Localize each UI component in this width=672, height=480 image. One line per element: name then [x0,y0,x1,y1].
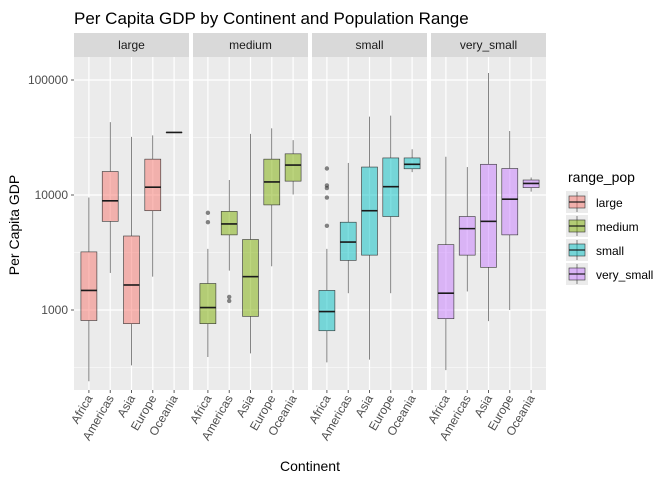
facet-very_small: very_smallAfricaAmericasAsiaEuropeOceani… [425,33,546,443]
box-body [123,235,140,325]
box-small-americas [339,162,357,294]
box-body [458,216,476,256]
chart-title: Per Capita GDP by Continent and Populati… [74,9,469,28]
facet-strip-label: small [355,38,383,52]
box-body [199,283,217,325]
y-tick-label: 1000 [41,303,68,317]
box-small-europe [382,115,400,294]
legend: range_pop large medium small very_small [566,169,653,285]
outlier-point [227,298,232,304]
legend-label: small [596,244,624,258]
y-axis-title: Per Capita GDP [6,175,22,275]
facet-strip [193,33,308,57]
outlier-point [227,294,232,300]
facet-strip-label: medium [229,38,272,52]
box-body [403,157,421,170]
box-medium-asia [242,133,259,354]
y-tick-label: 100000 [28,73,68,87]
box-large-americas [101,122,119,273]
facet-strip [312,33,427,57]
box-body [480,163,497,268]
legend-entry-large: large [566,191,623,213]
box-medium-africa [199,210,217,358]
box-very_small-europe [501,131,519,310]
box-very_small-asia [480,73,497,322]
x-axis-title: Continent [280,458,340,474]
legend-label: medium [596,220,639,234]
box-medium-oceania [284,140,302,195]
box-small-asia [361,116,378,360]
facet-panels: largeAfricaAmericasAsiaEuropeOceaniamedi… [68,33,546,443]
outlier-point [324,195,330,200]
box-body [80,251,98,321]
box-large-asia [123,136,140,366]
facet-strip [74,33,189,57]
y-axis: 1000 10000 100000 [28,73,74,317]
outlier-point [205,210,211,216]
box-body [101,171,119,222]
box-body [220,211,238,236]
box-body [501,168,519,236]
legend-entry-medium: medium [566,215,639,237]
legend-entry-very_small: very_small [566,263,653,285]
box-body [144,158,162,212]
outlier-point [324,166,330,171]
legend-title: range_pop [568,169,635,185]
box-very_small-americas [458,167,476,292]
y-tick-label: 10000 [35,188,69,202]
box-medium-europe [263,128,281,267]
legend-label: very_small [596,268,653,282]
box-body [284,153,302,182]
legend-entry-small: small [566,239,624,261]
box-body [318,290,336,332]
box-body [437,244,455,320]
outlier-point [324,223,330,228]
box-very_small-africa [437,156,455,371]
facet-strip-label: large [118,38,145,52]
legend-label: large [596,196,623,210]
outlier-point [324,183,330,188]
box-medium-americas [220,180,238,304]
box-very_small-oceania [522,177,540,192]
box-small-africa [318,166,336,363]
facet-strip-label: very_small [460,38,517,52]
box-large-europe [144,135,162,277]
box-small-oceania [403,149,421,173]
box-large-africa [80,197,98,382]
facet-strip [431,33,546,57]
box-body [242,239,259,317]
outlier-point [205,220,211,225]
